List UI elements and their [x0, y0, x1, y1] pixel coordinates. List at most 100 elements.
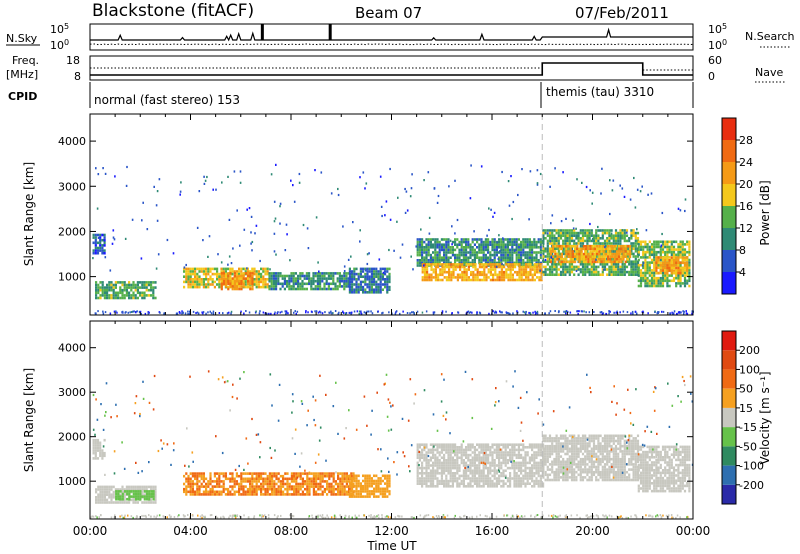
echo-cell [441, 270, 444, 274]
echo-cell [578, 255, 581, 258]
echo-cell [202, 267, 205, 271]
echo-cell [359, 275, 362, 278]
echo-cell [277, 272, 280, 275]
echo-cell [110, 286, 113, 289]
echo-cell [509, 276, 512, 279]
echo-cell [416, 479, 419, 483]
echo-cell [559, 263, 563, 266]
echo-cell [683, 243, 687, 246]
echo-cell [106, 501, 109, 504]
echo-cell [555, 229, 558, 232]
echo-cell [610, 237, 613, 240]
echo-cell [112, 296, 115, 300]
scatter-echo [239, 170, 242, 173]
scatter-echo [536, 169, 539, 172]
echo-cell [238, 487, 241, 491]
echo-cell [251, 487, 254, 491]
scatter-echo [423, 264, 425, 267]
echo-cell [456, 464, 459, 467]
echo-cell [94, 241, 97, 245]
echo-cell [677, 253, 680, 257]
echo-cell [465, 259, 468, 262]
echo-cell [326, 480, 329, 483]
echo-cell [606, 273, 609, 276]
echo-cell [436, 243, 439, 246]
echo-cell [218, 477, 221, 481]
echo-cell [301, 472, 304, 475]
echo-cell [443, 443, 446, 446]
echo-cell [128, 497, 131, 501]
echo-cell [597, 229, 600, 232]
echo-cell [650, 282, 654, 285]
echo-cell [614, 244, 618, 248]
near-range-echo [441, 311, 444, 314]
echo-cell [112, 485, 115, 489]
echo-cell [670, 274, 673, 277]
near-range-echo [129, 311, 131, 314]
echo-cell [548, 265, 552, 269]
echo-cell [441, 273, 444, 277]
echo-cell [454, 253, 457, 257]
echo-cell [362, 285, 365, 289]
near-range-echo [139, 310, 142, 313]
echo-cell [539, 248, 542, 252]
echo-cell [106, 294, 109, 297]
echo-cell [666, 264, 669, 267]
echo-cell [242, 490, 245, 494]
echo-cell [275, 285, 278, 288]
echo-cell [421, 443, 424, 446]
echo-cell [103, 496, 106, 499]
echo-cell [580, 250, 583, 253]
echo-cell [211, 493, 214, 496]
echo-cell [677, 274, 680, 277]
echo-cell [229, 490, 232, 494]
echo-cell [467, 243, 470, 246]
scatter-echo [239, 181, 242, 184]
near-range-echo [683, 310, 685, 313]
echo-cell [610, 263, 613, 266]
echo-cell [578, 252, 581, 256]
echo-cell [546, 268, 549, 271]
echo-cell [482, 485, 485, 488]
echo-cell [388, 492, 391, 496]
echo-cell [670, 269, 673, 272]
echo-cell [628, 263, 631, 266]
echo-cell [227, 487, 230, 491]
echo-cell [187, 477, 190, 481]
echo-cell [218, 280, 221, 284]
echo-cell [548, 234, 552, 237]
echo-cell [622, 258, 625, 261]
echo-cell [677, 248, 680, 251]
echo-cell [191, 280, 194, 284]
echo-cell [644, 256, 647, 259]
echo-cell [620, 255, 623, 258]
echo-cell [381, 288, 384, 291]
echo-cell [456, 472, 459, 475]
echo-cell [624, 250, 627, 253]
echo-cell [310, 472, 313, 475]
echo-cell [134, 485, 137, 489]
echo-cell [619, 237, 622, 240]
echo-cell [567, 255, 570, 258]
echo-cell [198, 280, 201, 284]
echo-cell [487, 469, 490, 472]
echo-cell [95, 501, 98, 504]
echo-cell [686, 279, 689, 283]
echo-cell [432, 453, 435, 457]
echo-cell [123, 294, 126, 297]
echo-cell [130, 286, 133, 289]
echo-cell [454, 453, 457, 457]
echo-cell [592, 265, 596, 269]
echo-cell [196, 477, 199, 481]
echo-cell [418, 466, 421, 470]
echo-cell [255, 283, 258, 286]
echo-cell [425, 482, 428, 485]
echo-cell [257, 278, 260, 281]
echo-cell [670, 250, 673, 254]
echo-cell [522, 248, 525, 252]
echo-cell [626, 252, 629, 256]
echo-cell [588, 237, 591, 240]
echo-cell [458, 485, 461, 488]
echo-cell [262, 487, 265, 491]
near-range-echo [187, 310, 189, 313]
